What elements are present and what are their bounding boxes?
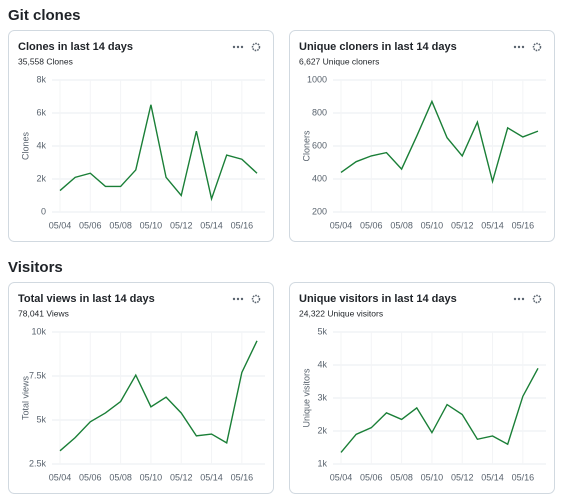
chart-card: Clones in last 14 days 35,558 Clones 0 2k 4k… [8,30,274,242]
x-tick-label: 05/04 [49,220,72,230]
y-tick-label: 0 [41,206,46,216]
more-icon-dot[interactable] [521,297,525,301]
y-tick-label: 6k [36,107,46,117]
more-icon-dot[interactable] [236,297,240,301]
more-icon-dot[interactable] [517,45,521,49]
x-tick-label: 05/14 [481,220,504,230]
y-tick-label: 2.5k [29,458,47,468]
y-tick-label: 2k [317,425,327,435]
x-tick-label: 05/16 [512,472,535,482]
y-axis-label: Unique visitors [301,368,311,428]
y-tick-label: 5k [317,326,327,336]
x-tick-label: 05/04 [49,472,72,482]
card-title: Total views in last 14 days [18,293,155,305]
y-tick-label: 4k [36,140,46,150]
line-series [340,367,539,453]
x-tick-label: 05/10 [140,472,163,482]
more-icon-dot[interactable] [521,45,525,49]
line-series [59,340,258,452]
y-tick-label: 1k [317,458,327,468]
x-tick-label: 05/08 [390,472,413,482]
y-tick-label: 2k [36,173,46,183]
card-subtitle: 6,627 Unique cloners [299,56,379,66]
more-icon-dot[interactable] [240,297,244,301]
y-axis-label: Cloners [301,130,311,162]
chart-card: Total views in last 14 days 78,041 Views 2… [8,282,274,494]
card-title: Clones in last 14 days [18,41,133,53]
y-tick-label: 10k [31,326,46,336]
y-tick-label: 5k [36,414,46,424]
y-tick-label: 200 [312,206,327,216]
y-axis-label: Clones [20,131,30,160]
settings-icon[interactable] [532,294,542,304]
x-tick-label: 05/06 [79,220,102,230]
x-tick-label: 05/16 [512,220,535,230]
card-title: Unique visitors in last 14 days [299,293,457,305]
x-tick-label: 05/14 [200,472,223,482]
card-border [289,282,555,494]
card-subtitle: 35,558 Clones [18,56,73,66]
more-icon-dot[interactable] [236,45,240,49]
more-icon-dot[interactable] [513,45,517,49]
x-tick-label: 05/08 [109,472,132,482]
more-icon-dot[interactable] [517,297,521,301]
card-subtitle: 78,041 Views [18,308,69,318]
y-tick-label: 800 [312,107,327,117]
x-tick-label: 05/12 [451,220,474,230]
x-tick-label: 05/12 [451,472,474,482]
x-tick-label: 05/08 [390,220,413,230]
x-tick-label: 05/16 [231,472,254,482]
line-series [340,99,539,185]
x-tick-label: 05/12 [170,472,193,482]
x-tick-label: 05/06 [360,220,383,230]
line-series [59,104,258,202]
x-tick-label: 05/04 [330,472,353,482]
x-tick-label: 05/10 [421,472,444,482]
x-tick-label: 05/04 [330,220,353,230]
x-tick-label: 05/14 [481,472,504,482]
more-icon-dot[interactable] [232,297,236,301]
settings-icon[interactable] [251,42,261,52]
settings-icon[interactable] [532,42,542,52]
card-subtitle: 24,322 Unique visitors [299,308,383,318]
y-tick-label: 3k [317,392,327,402]
y-tick-label: 400 [312,173,327,183]
card-border [289,30,555,242]
chart-card: Unique visitors in last 14 days 24,322 Un… [289,282,555,494]
x-tick-label: 05/10 [421,220,444,230]
card-border [8,30,274,242]
card-border [8,282,274,494]
x-tick-label: 05/06 [79,472,102,482]
y-tick-label: 4k [317,359,327,369]
section-heading: Visitors [8,259,63,276]
card-title: Unique cloners in last 14 days [299,41,457,53]
more-icon-dot[interactable] [513,297,517,301]
x-tick-label: 05/12 [170,220,193,230]
chart-card: Unique cloners in last 14 days 6,627 Uniq… [289,30,555,242]
more-icon-dot[interactable] [232,45,236,49]
y-tick-label: 600 [312,140,327,150]
y-tick-label: 7.5k [29,370,47,380]
settings-icon[interactable] [251,294,261,304]
y-tick-label: 8k [36,74,46,84]
x-tick-label: 05/16 [231,220,254,230]
section-heading: Git clones [8,7,81,24]
x-tick-label: 05/06 [360,472,383,482]
more-icon-dot[interactable] [240,45,244,49]
x-tick-label: 05/08 [109,220,132,230]
x-tick-label: 05/10 [140,220,163,230]
x-tick-label: 05/14 [200,220,223,230]
y-tick-label: 1000 [307,74,327,84]
y-axis-label: Total views [20,375,30,420]
